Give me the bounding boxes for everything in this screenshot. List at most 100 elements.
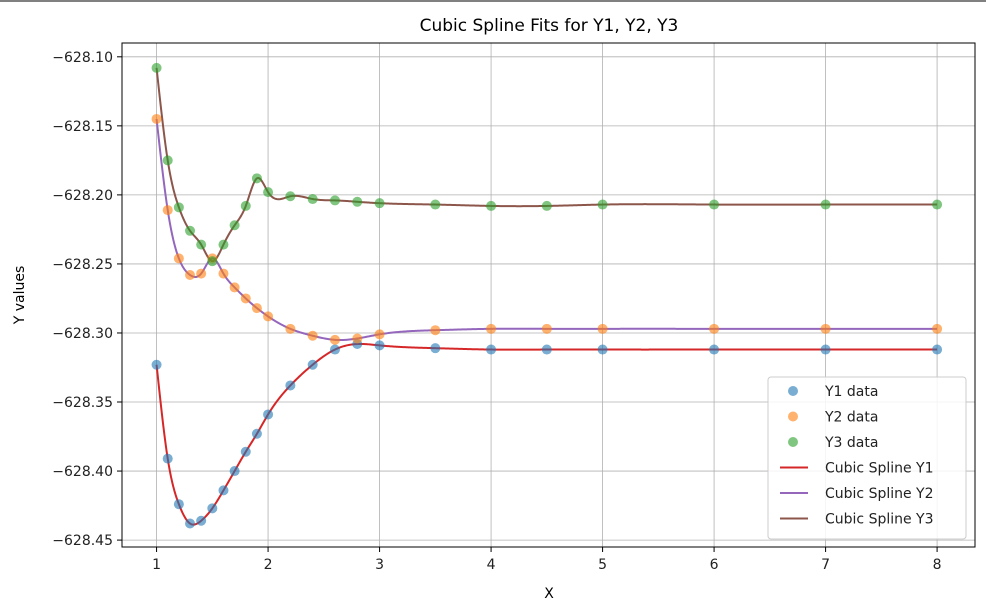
- spline-line-y2: [155, 118, 938, 342]
- scatter-point-y1: [196, 515, 207, 526]
- legend-label-y1-data: Y1 data: [824, 384, 878, 400]
- y-tick-label: −628.45: [52, 533, 113, 549]
- scatter-point-y1: [207, 503, 218, 514]
- scatter-point-y2: [151, 113, 162, 124]
- scatter-point-y2: [229, 282, 240, 293]
- scatter-point-y3: [173, 202, 184, 213]
- scatter-point-y1: [820, 344, 831, 355]
- scatter-point-y1: [541, 344, 552, 355]
- scatter-point-y1: [229, 466, 240, 477]
- scatter-point-y3: [162, 155, 173, 166]
- x-tick-label: 5: [598, 557, 607, 573]
- y-tick-label: −628.15: [52, 119, 113, 135]
- scatter-point-y1: [173, 499, 184, 510]
- scatter-point-y2: [430, 325, 441, 336]
- legend-marker-y3-data: [788, 437, 798, 447]
- legend-label-spline-y2: Cubic Spline Y2: [825, 486, 934, 502]
- scatter-point-y2: [285, 323, 296, 334]
- scatter-point-y1: [329, 344, 340, 355]
- x-axis-label: X: [544, 586, 554, 602]
- scatter-point-y3: [430, 199, 441, 210]
- legend-marker-y1-data: [788, 386, 798, 396]
- scatter-point-y3: [151, 62, 162, 73]
- scatter-point-y3: [709, 199, 720, 210]
- x-tick-label: 7: [821, 557, 830, 573]
- scatter-layer: [151, 62, 943, 529]
- y-axis-ticks: −628.10 −628.15 −628.20 −628.25 −628.30 −628.…: [52, 50, 122, 549]
- scatter-point-y1: [263, 409, 274, 420]
- scatter-point-y3: [597, 199, 608, 210]
- y-axis-label: Y values: [12, 266, 28, 326]
- spline-line-y3: [155, 67, 938, 263]
- scatter-point-y2: [329, 334, 340, 345]
- scatter-point-y3: [240, 200, 251, 211]
- scatter-point-y1: [240, 446, 251, 457]
- scatter-point-y1: [285, 380, 296, 391]
- y-tick-label: −628.10: [52, 50, 113, 66]
- x-tick-label: 2: [264, 557, 273, 573]
- scatter-point-y3: [207, 256, 218, 267]
- scatter-point-y3: [251, 173, 262, 184]
- scatter-point-y3: [541, 200, 552, 211]
- scatter-point-y3: [196, 239, 207, 250]
- legend-box: [767, 376, 967, 540]
- scatter-point-y2: [932, 323, 943, 334]
- scatter-point-y3: [229, 220, 240, 231]
- x-axis-ticks: 1 2 3 4 5 6 7 8: [152, 547, 942, 573]
- scatter-point-y3: [374, 198, 385, 209]
- scatter-point-y1: [185, 518, 196, 529]
- scatter-point-y3: [932, 199, 943, 210]
- scatter-point-y2: [541, 323, 552, 334]
- scatter-point-y2: [709, 323, 720, 334]
- legend-marker-y2-data: [788, 411, 798, 422]
- scatter-point-y2: [162, 205, 173, 216]
- legend-label-spline-y1: Cubic Spline Y1: [825, 461, 934, 477]
- scatter-point-y3: [185, 225, 196, 236]
- scatter-point-y1: [151, 359, 162, 370]
- plot-frame: [121, 42, 976, 548]
- x-tick-label: 3: [375, 557, 384, 573]
- scatter-point-y2: [251, 303, 262, 314]
- y-tick-label: −628.25: [52, 257, 113, 273]
- scatter-point-y3: [218, 239, 229, 250]
- scatter-point-y2: [185, 269, 196, 280]
- scatter-point-y1: [430, 343, 441, 354]
- x-tick-label: 6: [710, 557, 719, 573]
- scatter-point-y2: [240, 293, 251, 304]
- scatter-point-y1: [218, 485, 229, 496]
- scatter-point-y2: [820, 323, 831, 334]
- chart-title: Cubic Spline Fits for Y1, Y2, Y3: [420, 16, 679, 36]
- x-tick-label: 4: [487, 557, 496, 573]
- scatter-point-y3: [352, 196, 363, 207]
- scatter-point-y3: [329, 195, 340, 206]
- scatter-point-y2: [218, 268, 229, 279]
- y-tick-label: −628.35: [52, 395, 113, 411]
- legend-label-y2-data: Y2 data: [824, 410, 878, 426]
- y-tick-label: −628.30: [52, 326, 113, 342]
- scatter-point-y3: [307, 194, 318, 205]
- x-tick-label: 8: [933, 557, 942, 573]
- scatter-point-y3: [285, 191, 296, 202]
- scatter-point-y1: [932, 344, 943, 355]
- scatter-point-y1: [597, 344, 608, 355]
- scatter-point-y3: [486, 200, 497, 211]
- scatter-point-y2: [597, 323, 608, 334]
- y-tick-label: −628.40: [52, 464, 113, 480]
- scatter-point-y2: [173, 253, 184, 264]
- scatter-point-y1: [709, 344, 720, 355]
- scatter-point-y2: [352, 333, 363, 344]
- scatter-point-y1: [486, 344, 497, 355]
- scatter-point-y3: [263, 187, 274, 198]
- legend: Y1 data Y2 data Y3 data Cubic Spline Y1 Cubi…: [767, 376, 967, 540]
- scatter-point-y2: [307, 330, 318, 341]
- scatter-point-y1: [374, 340, 385, 351]
- scatter-point-y2: [196, 268, 207, 279]
- scatter-point-y2: [263, 311, 274, 322]
- x-tick-label: 1: [152, 557, 161, 573]
- scatter-point-y1: [162, 453, 173, 464]
- scatter-point-y2: [486, 323, 497, 334]
- scatter-point-y2: [374, 329, 385, 340]
- scatter-point-y3: [820, 199, 831, 210]
